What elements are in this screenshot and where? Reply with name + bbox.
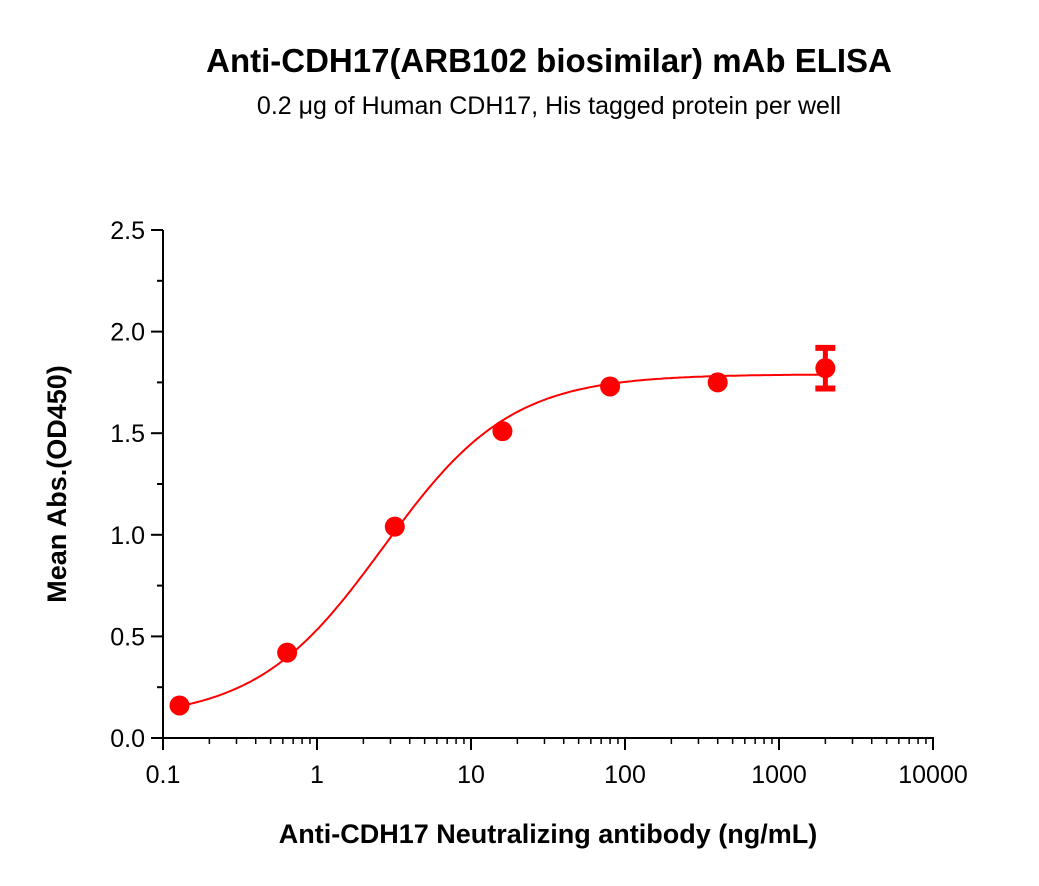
x-tick-label: 10 bbox=[457, 761, 485, 789]
data-point bbox=[169, 695, 190, 716]
data-point bbox=[600, 376, 621, 397]
y-tick-label: 0.0 bbox=[110, 725, 145, 753]
y-axis-label: Mean Abs.(OD450) bbox=[42, 365, 72, 603]
y-tick-label: 2.0 bbox=[110, 319, 145, 347]
x-tick-label: 100 bbox=[604, 761, 646, 789]
chart-title: Anti-CDH17(ARB102 biosimilar) mAb ELISA bbox=[206, 42, 892, 79]
x-tick-label: 1 bbox=[310, 761, 324, 789]
data-point bbox=[707, 372, 728, 393]
chart-subtitle: 0.2 μg of Human CDH17, His tagged protei… bbox=[257, 92, 841, 120]
x-tick-label: 10000 bbox=[898, 761, 968, 789]
y-tick-label: 1.0 bbox=[110, 522, 145, 550]
data-point bbox=[815, 358, 836, 379]
x-axis-label: Anti-CDH17 Neutralizing antibody (ng/mL) bbox=[279, 819, 817, 849]
y-tick-label: 1.5 bbox=[110, 420, 145, 448]
data-point bbox=[277, 642, 298, 663]
y-tick-label: 2.5 bbox=[110, 217, 145, 245]
x-tick-label: 1000 bbox=[751, 761, 807, 789]
data-point bbox=[384, 516, 405, 537]
y-tick-label: 0.5 bbox=[110, 623, 145, 651]
data-point bbox=[492, 421, 513, 442]
x-tick-label: 0.1 bbox=[146, 761, 181, 789]
